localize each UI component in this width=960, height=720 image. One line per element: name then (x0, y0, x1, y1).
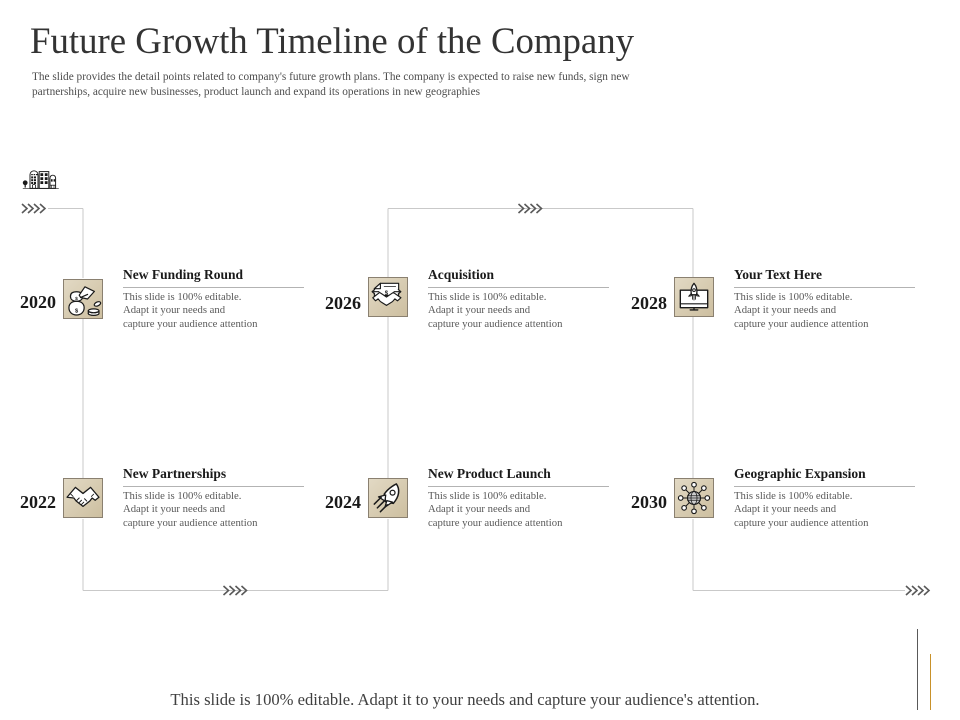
svg-text:$: $ (75, 296, 78, 302)
